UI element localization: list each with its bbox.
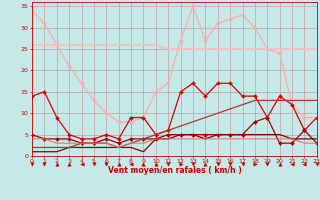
X-axis label: Vent moyen/en rafales ( km/h ): Vent moyen/en rafales ( km/h ) — [108, 166, 241, 175]
